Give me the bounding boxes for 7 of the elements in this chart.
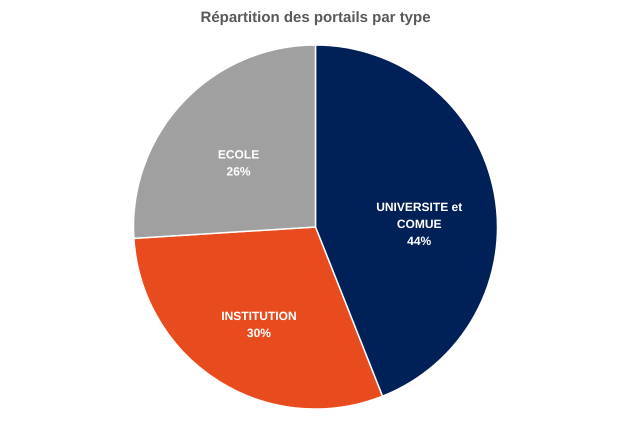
slice-label: UNIVERSITE et COMUE: [376, 200, 462, 232]
data-label: 44%: [407, 234, 432, 248]
data-label: 26%: [226, 164, 251, 179]
slice-label: ECOLE: [218, 148, 260, 162]
data-label: 30%: [246, 326, 272, 340]
chart-title: Répartition des portails par type: [200, 9, 431, 26]
slice-label: INSTITUTION: [221, 309, 297, 324]
